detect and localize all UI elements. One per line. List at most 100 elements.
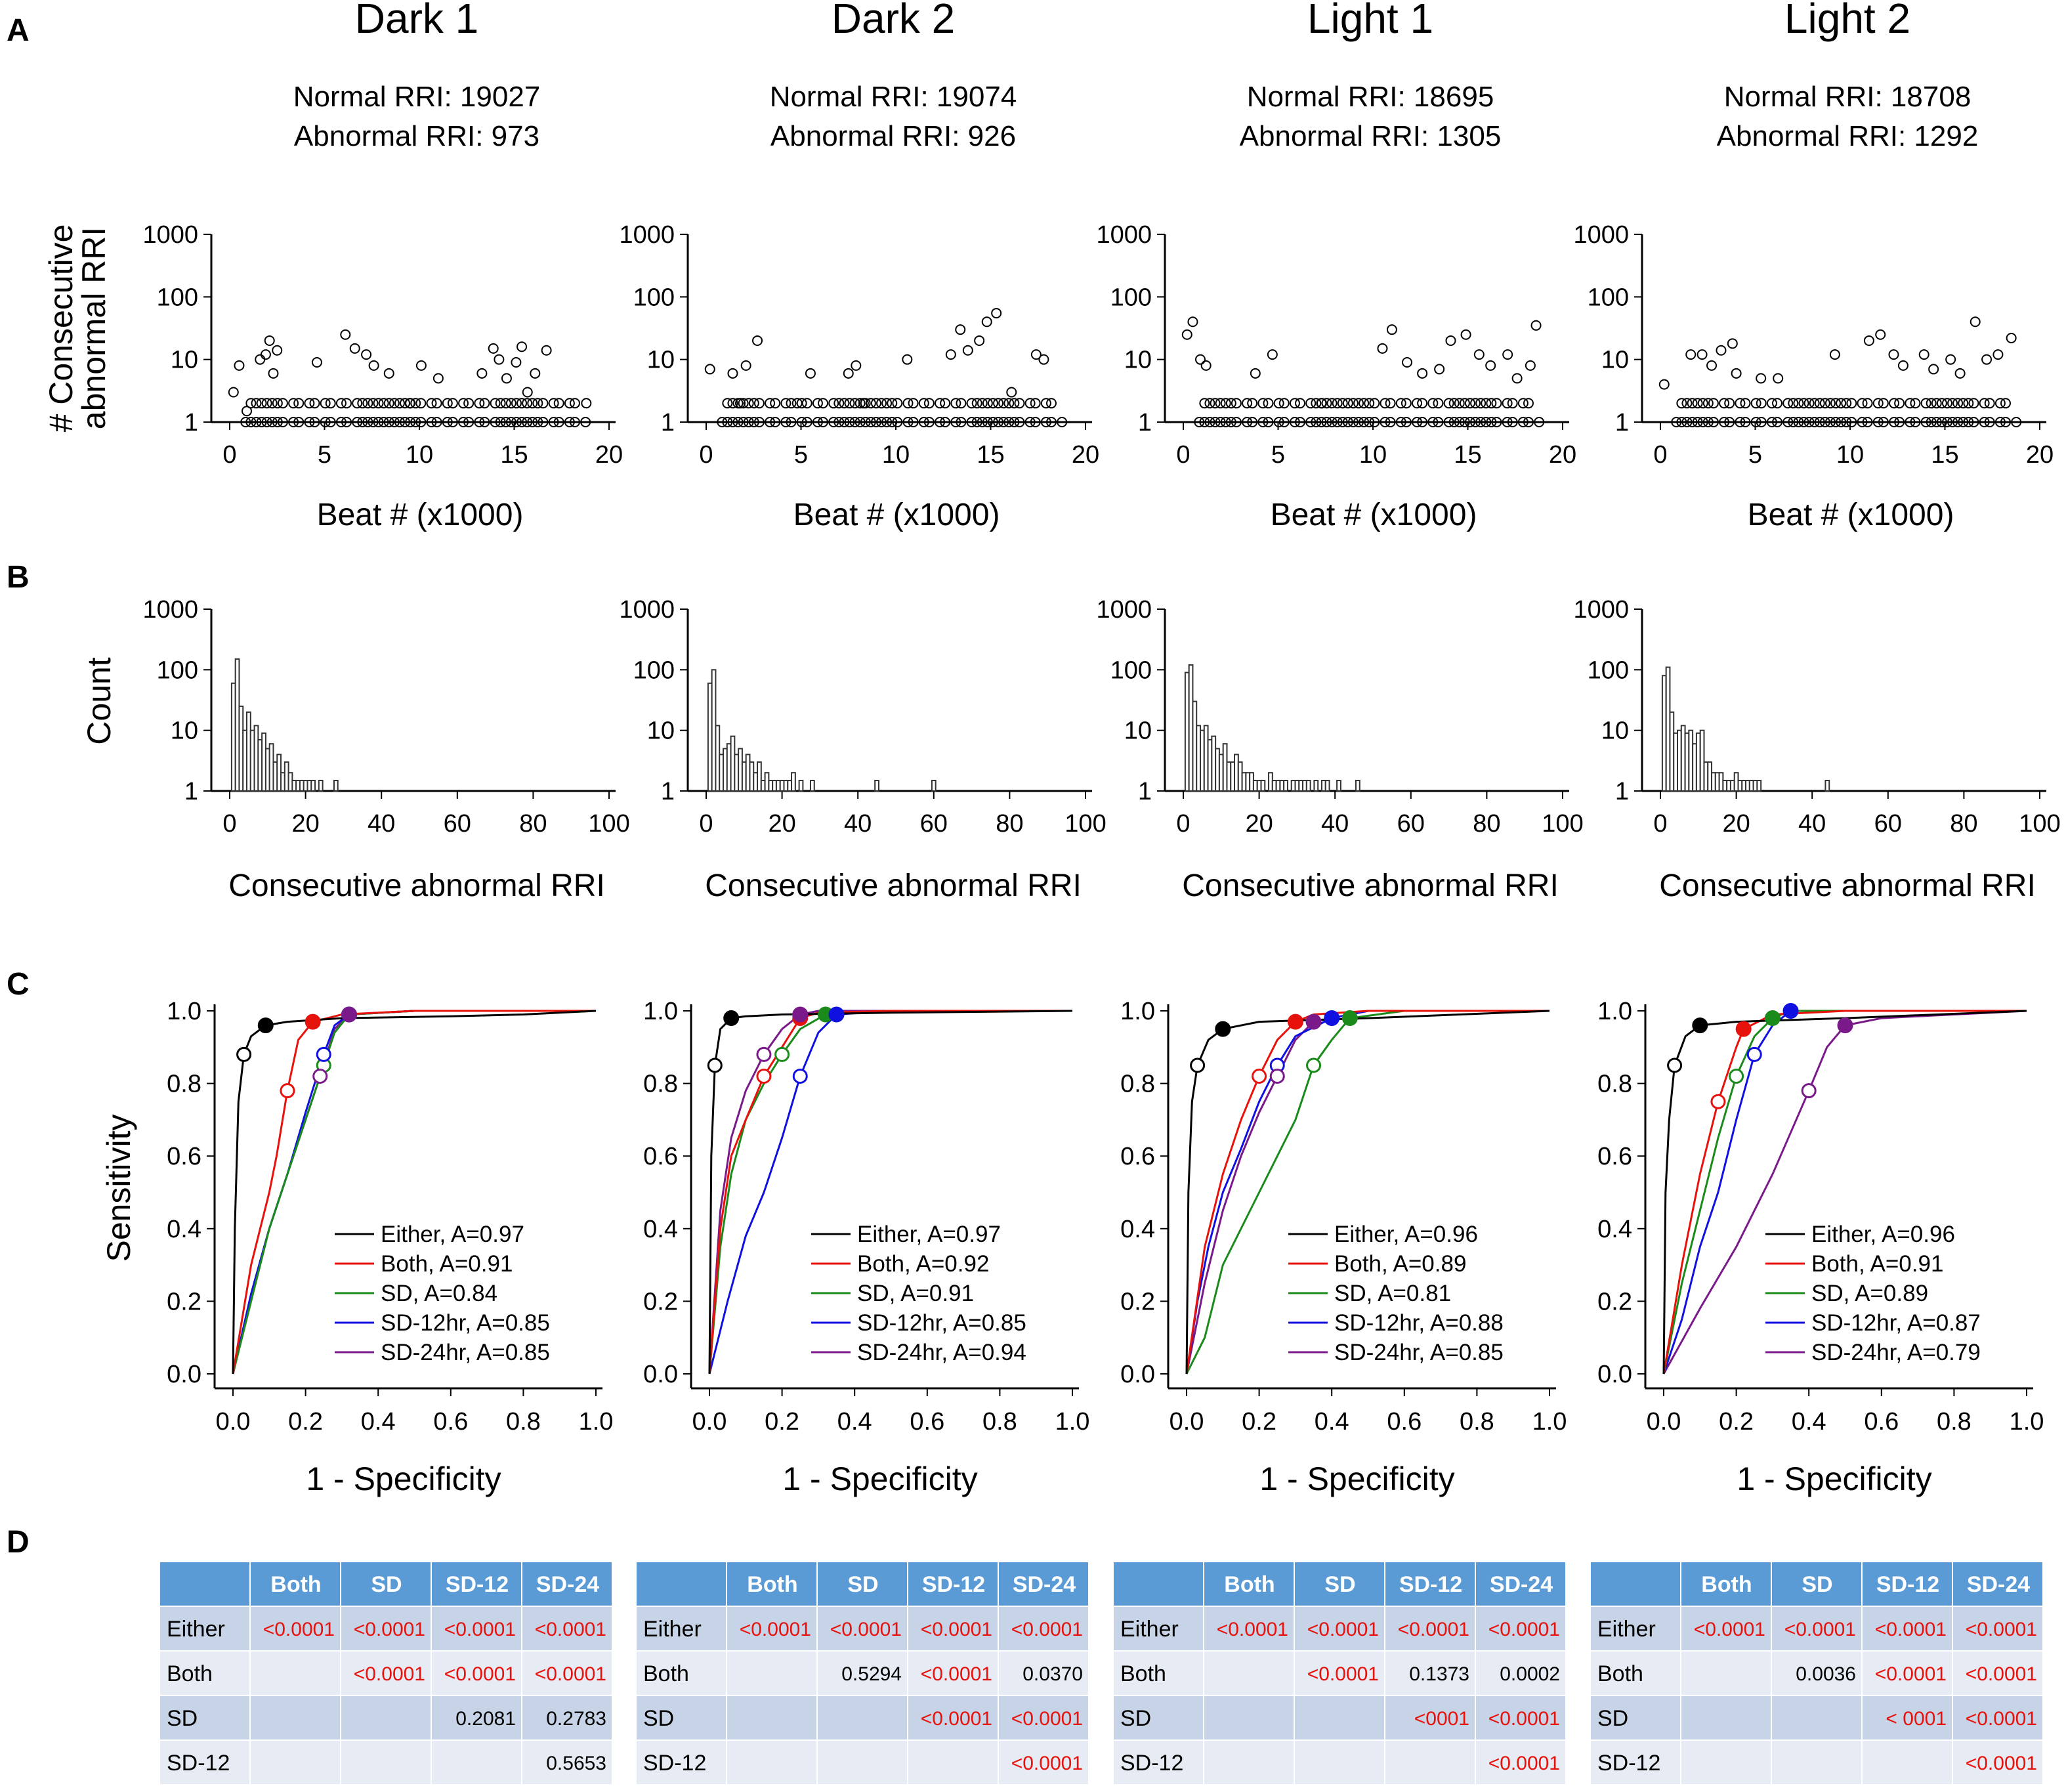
a-baseline-point: [982, 398, 993, 409]
c-threshold-marker-filled: [1305, 1013, 1322, 1030]
c-threshold-marker-open: [316, 1046, 331, 1062]
c-y-tick-label: 0.0: [1120, 1361, 1155, 1388]
d-table-row-label: SD-12: [643, 1751, 706, 1776]
c-threshold-marker-open: [1667, 1057, 1683, 1073]
c-legend-label: Either, A=0.96: [1334, 1222, 1478, 1247]
d-table-cell: [1863, 1741, 1952, 1784]
b-y-tick-label: 1000: [619, 596, 675, 624]
a-baseline-point: [516, 398, 528, 409]
d-table-cell: [160, 1607, 249, 1650]
a-baseline-point: [261, 398, 272, 409]
a-baseline-point: [1045, 398, 1057, 409]
a-baseline-point: [1708, 398, 1719, 409]
c-threshold-marker-open: [1729, 1069, 1744, 1084]
a-baseline-point: [966, 417, 977, 427]
b-x-tick-label: 100: [1542, 810, 1583, 838]
a-x-tick-label: 0: [1653, 441, 1667, 469]
a-data-point: [501, 373, 512, 384]
a-data-point: [264, 335, 275, 346]
c-threshold-marker-filled: [1735, 1021, 1752, 1037]
c-threshold-marker-open: [312, 1069, 328, 1084]
a-baseline-point: [1385, 398, 1396, 409]
a-baseline-point: [1417, 417, 1428, 427]
a-baseline-point: [1231, 417, 1242, 427]
a-data-point: [340, 329, 351, 340]
d-table-header-cell: [637, 1562, 726, 1606]
d-table-cell: [522, 1741, 612, 1784]
d-table-header-label: SD-12: [1876, 1572, 1939, 1597]
d-table-cell: [251, 1696, 340, 1739]
a-data-point: [1181, 329, 1192, 340]
a-baseline-point: [1470, 398, 1481, 409]
a-baseline-point: [770, 398, 781, 409]
c-x-tick-label: 0.0: [692, 1408, 727, 1436]
a-y-tick-label: 1: [184, 409, 198, 437]
c-x-tick-label: 0.6: [1864, 1408, 1899, 1436]
d-table-pvalue: <0.0001: [1966, 1663, 2037, 1685]
b-histogram-bar: [318, 780, 324, 792]
a-baseline-point: [1433, 398, 1444, 409]
a-baseline-point: [1994, 398, 2006, 409]
a-baseline-point: [548, 417, 559, 427]
a-baseline-point: [1321, 398, 1332, 409]
normal-rri-label: Normal RRI: 19074: [770, 81, 1017, 113]
d-table-row-label: SD: [643, 1706, 674, 1731]
a-y-tick-label: 1: [1615, 409, 1629, 437]
d-table-cell: [818, 1652, 907, 1695]
a-baseline-point: [580, 417, 591, 427]
b-histogram-bar: [310, 780, 316, 792]
a-baseline-point: [490, 398, 501, 409]
a-baseline-point: [1364, 398, 1375, 409]
a-baseline-point: [743, 398, 754, 409]
a-data-point: [740, 360, 751, 371]
a-baseline-point: [881, 417, 893, 427]
d-table-row-label: Either: [167, 1617, 225, 1642]
c-y-tick-label: 0.6: [643, 1143, 678, 1170]
a-data-point: [268, 368, 279, 379]
c-legend-label: SD-24hr, A=0.79: [1811, 1340, 1981, 1365]
c-x-tick-label: 1.0: [2010, 1408, 2044, 1436]
d-table-cell: [999, 1696, 1088, 1739]
d-table-header-cell: [1295, 1562, 1384, 1606]
a-data-point: [791, 398, 803, 409]
a-baseline-point: [245, 417, 257, 427]
d-table-row-label: SD: [1120, 1706, 1151, 1731]
d-table-cell: [522, 1607, 612, 1650]
b-histogram-bar: [1699, 729, 1705, 792]
a-baseline-point: [548, 398, 559, 409]
a-baseline-point: [426, 417, 437, 427]
c-ylabel: Sensitivity: [100, 1114, 137, 1262]
c-threshold-marker-filled: [1837, 1017, 1853, 1034]
a-data-point: [511, 357, 522, 368]
c-y-tick-label: 0.2: [1597, 1288, 1632, 1315]
a-data-point: [349, 343, 360, 354]
a-baseline-point: [1692, 417, 1703, 427]
a-baseline-point: [325, 398, 336, 409]
a-baseline-point: [1353, 398, 1364, 409]
a-x-label: Beat # (x1000): [317, 498, 524, 532]
c-threshold-marker-open: [1190, 1057, 1206, 1073]
a-baseline-point: [1798, 398, 1809, 409]
a-baseline-point: [1347, 398, 1359, 409]
b-y-tick-label: 1: [661, 778, 675, 805]
a-baseline-point: [1342, 398, 1353, 409]
d-table-pvalue: <0.0001: [444, 1663, 516, 1685]
a-x-tick-label: 20: [595, 441, 623, 469]
a-data-point: [945, 349, 956, 360]
a-baseline-point: [1332, 398, 1343, 409]
a-baseline-point: [1920, 398, 1931, 409]
a-baseline-point: [1750, 417, 1761, 427]
c-threshold-marker-open: [1801, 1083, 1817, 1099]
a-baseline-point: [1278, 417, 1290, 427]
a-baseline-point: [1359, 417, 1370, 427]
a-baseline-point: [1687, 417, 1698, 427]
d-table-cell: [637, 1696, 726, 1739]
c-threshold-marker-open: [707, 1057, 723, 1073]
c-threshold-marker-filled: [1692, 1017, 1708, 1034]
c-legend-label: Both, A=0.89: [1334, 1251, 1466, 1277]
a-baseline-point: [1692, 398, 1703, 409]
a-x-tick-label: 15: [977, 441, 1004, 469]
d-table-pvalue: <0.0001: [354, 1663, 425, 1685]
c-x-tick-label: 0.0: [216, 1408, 251, 1436]
a-baseline-point: [500, 398, 511, 409]
